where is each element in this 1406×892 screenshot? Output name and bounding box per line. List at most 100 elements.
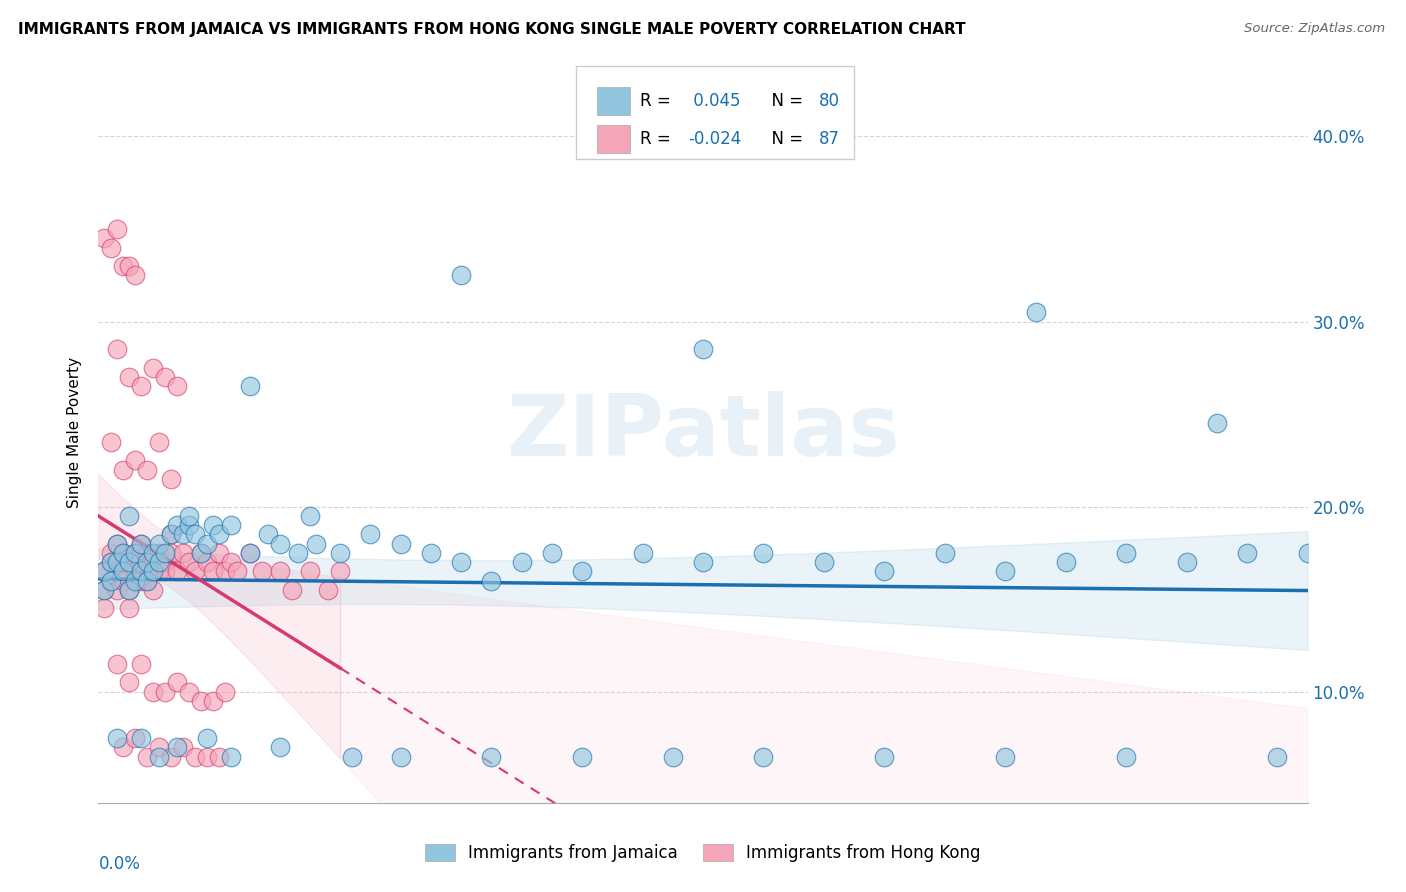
Point (124, 268, 146, 283)
Point (256, 527, 278, 541)
Point (135, 546, 157, 560)
Point (184, 749, 207, 764)
Point (510, 555, 533, 569)
Point (226, 565, 249, 579)
Point (1236, 546, 1258, 560)
Point (1175, 555, 1198, 569)
Point (111, 259, 134, 273)
Y-axis label: Single Male Poverty: Single Male Poverty (67, 357, 83, 508)
Point (214, 565, 236, 579)
Point (111, 555, 134, 569)
Point (934, 546, 956, 560)
Point (1296, 546, 1319, 560)
Bar (596, 87, 630, 115)
Point (299, 565, 322, 579)
Point (148, 565, 170, 579)
Point (118, 555, 141, 569)
Text: 0.0%: 0.0% (98, 855, 141, 872)
Point (148, 546, 170, 560)
Point (142, 555, 165, 569)
Point (195, 731, 218, 745)
Text: IMMIGRANTS FROM JAMAICA VS IMMIGRANTS FROM HONG KONG SINGLE MALE POVERTY CORRELA: IMMIGRANTS FROM JAMAICA VS IMMIGRANTS FR… (18, 22, 966, 37)
Point (540, 546, 562, 560)
Point (100, 574, 122, 588)
Point (135, 574, 157, 588)
Point (813, 555, 835, 569)
Point (179, 685, 201, 699)
Point (118, 370, 141, 384)
Point (752, 546, 775, 560)
Point (208, 527, 231, 541)
Point (148, 536, 170, 550)
Point (129, 565, 152, 579)
Point (166, 565, 188, 579)
Point (118, 582, 141, 597)
Point (281, 582, 304, 597)
Point (202, 518, 225, 533)
Point (118, 508, 141, 523)
Point (166, 675, 188, 690)
Point (111, 574, 134, 588)
Point (1267, 749, 1289, 764)
Point (166, 518, 188, 533)
Text: Source: ZipAtlas.com: Source: ZipAtlas.com (1244, 22, 1385, 36)
Point (1206, 417, 1229, 431)
Point (148, 749, 170, 764)
Point (118, 259, 141, 273)
Point (93, 582, 115, 597)
Point (221, 749, 243, 764)
Point (389, 536, 412, 550)
Point (93, 231, 115, 245)
Point (153, 546, 176, 560)
Point (166, 379, 188, 393)
Point (93, 565, 115, 579)
Point (100, 555, 122, 569)
Point (153, 555, 176, 569)
Point (1115, 749, 1137, 764)
Point (692, 343, 714, 357)
Point (269, 740, 291, 755)
Point (111, 565, 134, 579)
Point (221, 555, 243, 569)
Point (111, 546, 134, 560)
Point (111, 462, 134, 476)
Point (994, 749, 1017, 764)
Point (190, 546, 212, 560)
Point (631, 546, 654, 560)
Point (172, 740, 194, 755)
Point (661, 749, 683, 764)
Point (195, 749, 218, 764)
Point (105, 582, 128, 597)
Text: R =: R = (640, 92, 676, 110)
Point (190, 546, 212, 560)
Point (93, 601, 115, 615)
Point (179, 555, 201, 569)
Point (329, 546, 352, 560)
Point (1054, 555, 1077, 569)
Point (148, 740, 170, 755)
Point (299, 508, 322, 523)
Point (190, 694, 212, 708)
Point (93, 565, 115, 579)
Point (166, 740, 188, 755)
Point (118, 555, 141, 569)
Point (239, 546, 262, 560)
Point (221, 518, 243, 533)
Point (160, 527, 183, 541)
Point (111, 740, 134, 755)
Point (329, 565, 352, 579)
Point (239, 546, 262, 560)
FancyBboxPatch shape (576, 66, 855, 159)
Text: R =: R = (640, 129, 676, 148)
Point (160, 546, 183, 560)
Point (124, 546, 146, 560)
Point (135, 555, 157, 569)
Point (305, 536, 328, 550)
Point (105, 536, 128, 550)
Point (269, 565, 291, 579)
Text: 80: 80 (820, 92, 839, 110)
Point (153, 565, 176, 579)
Point (129, 657, 152, 671)
Point (124, 453, 146, 467)
Point (179, 518, 201, 533)
